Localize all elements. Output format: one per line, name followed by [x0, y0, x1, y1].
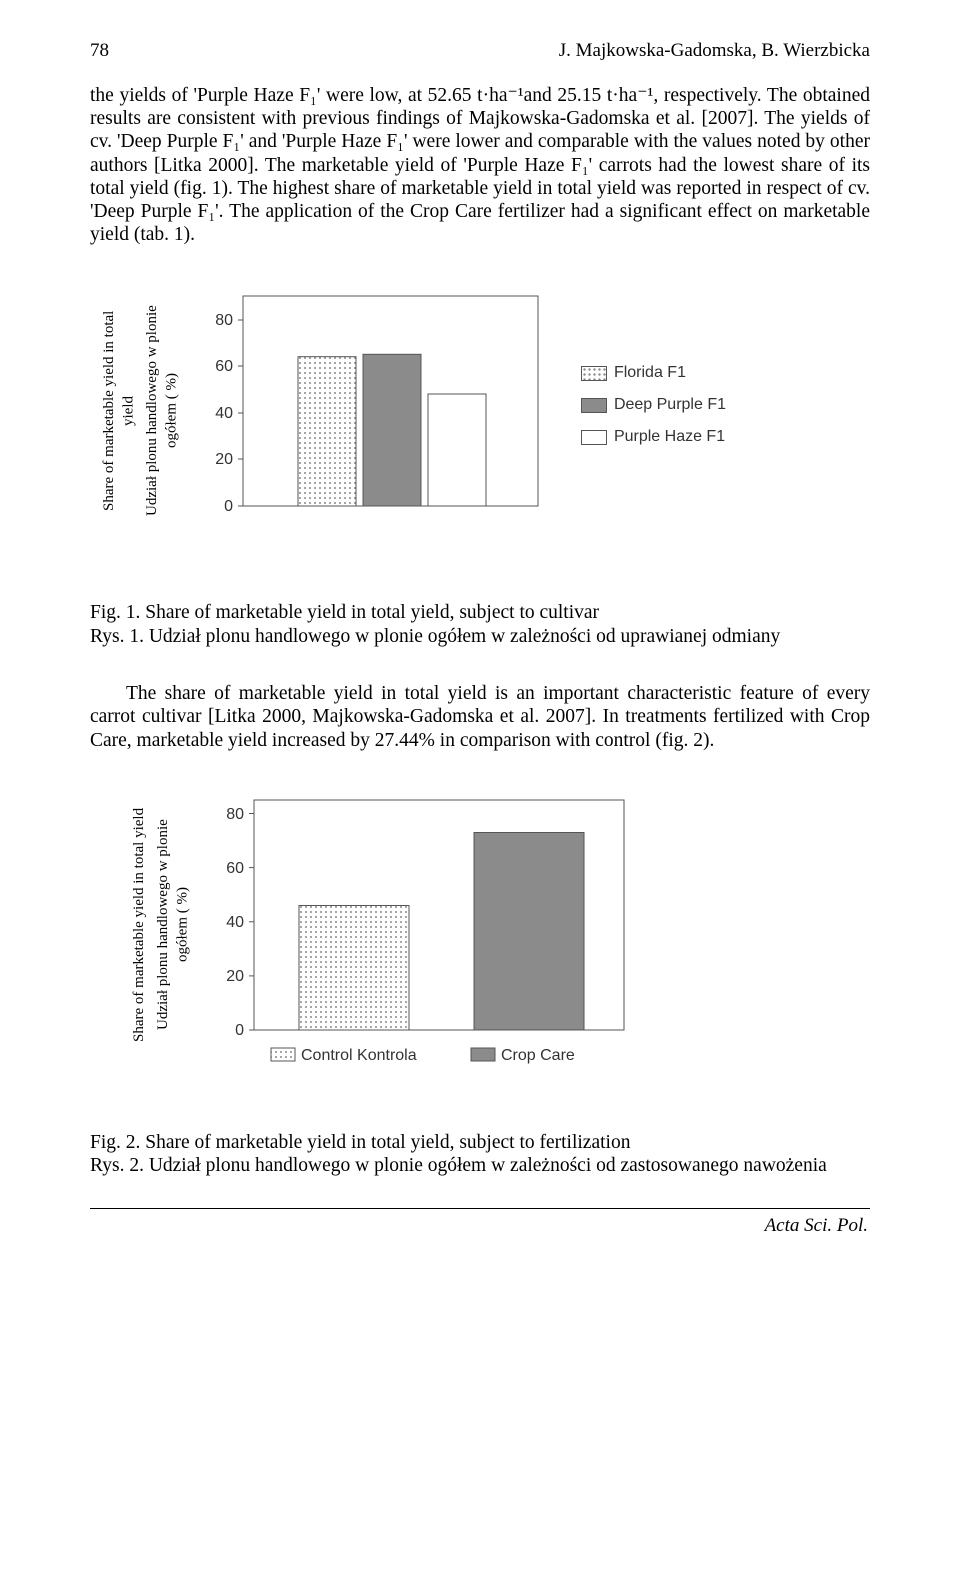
- legend-swatch-gray: [581, 398, 607, 413]
- caption-1-en: Fig. 1. Share of marketable yield in tot…: [90, 601, 870, 624]
- chart2-xlegend-control: Control Kontrola: [301, 1047, 417, 1064]
- legend-label-florida: Florida F1: [614, 364, 686, 382]
- paragraph-2: The share of marketable yield in total y…: [90, 682, 870, 752]
- chart2-xlegend-cropcare: Crop Care: [501, 1047, 575, 1064]
- chart1-y-axis-labels: Share of marketable yield in total yield…: [100, 296, 182, 526]
- chart2-bar-cropcare: [474, 832, 584, 1030]
- legend-swatch-dotted: [581, 366, 607, 381]
- chart2-y-axis-labels: Share of marketable yield in total yield…: [130, 800, 193, 1050]
- paragraph-1: the yields of 'Purple Haze F₁' were low,…: [90, 84, 870, 246]
- chart1-bar-deep-purple: [363, 355, 421, 507]
- chart2-ylabel-pl: Udział plonu handlowego w plonie ogółem …: [154, 800, 193, 1050]
- page-number: 78: [90, 40, 109, 62]
- svg-text:0: 0: [235, 1022, 244, 1039]
- chart2-plot: 0 20 40 60 80 Control Kontrola Crop: [199, 790, 639, 1085]
- caption-1-pl: Rys. 1. Udział plonu handlowego w plonie…: [90, 625, 870, 648]
- svg-text:20: 20: [215, 451, 233, 468]
- caption-2-en: Fig. 2. Share of marketable yield in tot…: [90, 1131, 870, 1154]
- legend-label-deep-purple: Deep Purple F1: [614, 396, 726, 414]
- chart1-ylabel-en: Share of marketable yield in total yield: [100, 296, 139, 526]
- svg-text:80: 80: [215, 312, 233, 329]
- legend-swatch-white: [581, 430, 607, 445]
- svg-text:60: 60: [215, 358, 233, 375]
- figure-2-caption: Fig. 2. Share of marketable yield in tot…: [90, 1131, 870, 1178]
- svg-text:20: 20: [226, 968, 244, 985]
- legend-label-purple-haze: Purple Haze F1: [614, 428, 725, 446]
- svg-text:80: 80: [226, 806, 244, 823]
- footer-journal: Acta Sci. Pol.: [90, 1215, 870, 1237]
- chart2-bar-control: [299, 905, 409, 1030]
- footer-rule: [90, 1208, 870, 1209]
- svg-text:0: 0: [224, 498, 233, 515]
- figure-1: Share of marketable yield in total yield…: [90, 286, 870, 648]
- figure-1-caption: Fig. 1. Share of marketable yield in tot…: [90, 601, 870, 648]
- chart1-svg: 0 20 40 60 80: [188, 286, 548, 536]
- chart2-svg: 0 20 40 60 80 Control Kontrola Crop: [199, 790, 639, 1080]
- chart1-plot: 0 20 40 60 80 Florida F1 Deep Purple F1 …: [188, 286, 548, 541]
- page-header: 78 J. Majkowska-Gadomska, B. Wierzbicka: [90, 40, 870, 62]
- chart1-legend: Florida F1 Deep Purple F1 Purple Haze F1: [581, 364, 726, 460]
- svg-text:40: 40: [215, 405, 233, 422]
- svg-text:40: 40: [226, 914, 244, 931]
- header-authors: J. Majkowska-Gadomska, B. Wierzbicka: [559, 40, 870, 62]
- svg-text:60: 60: [226, 860, 244, 877]
- figure-2: Share of marketable yield in total yield…: [90, 790, 870, 1178]
- chart1-bar-florida: [298, 357, 356, 506]
- chart1-bar-purple-haze: [428, 394, 486, 506]
- chart1-ylabel-pl: Udział plonu handlowego w plonie ogółem …: [143, 296, 182, 526]
- caption-2-pl: Rys. 2. Udział plonu handlowego w plonie…: [90, 1154, 870, 1177]
- chart2-ylabel-en: Share of marketable yield in total yield: [130, 800, 150, 1050]
